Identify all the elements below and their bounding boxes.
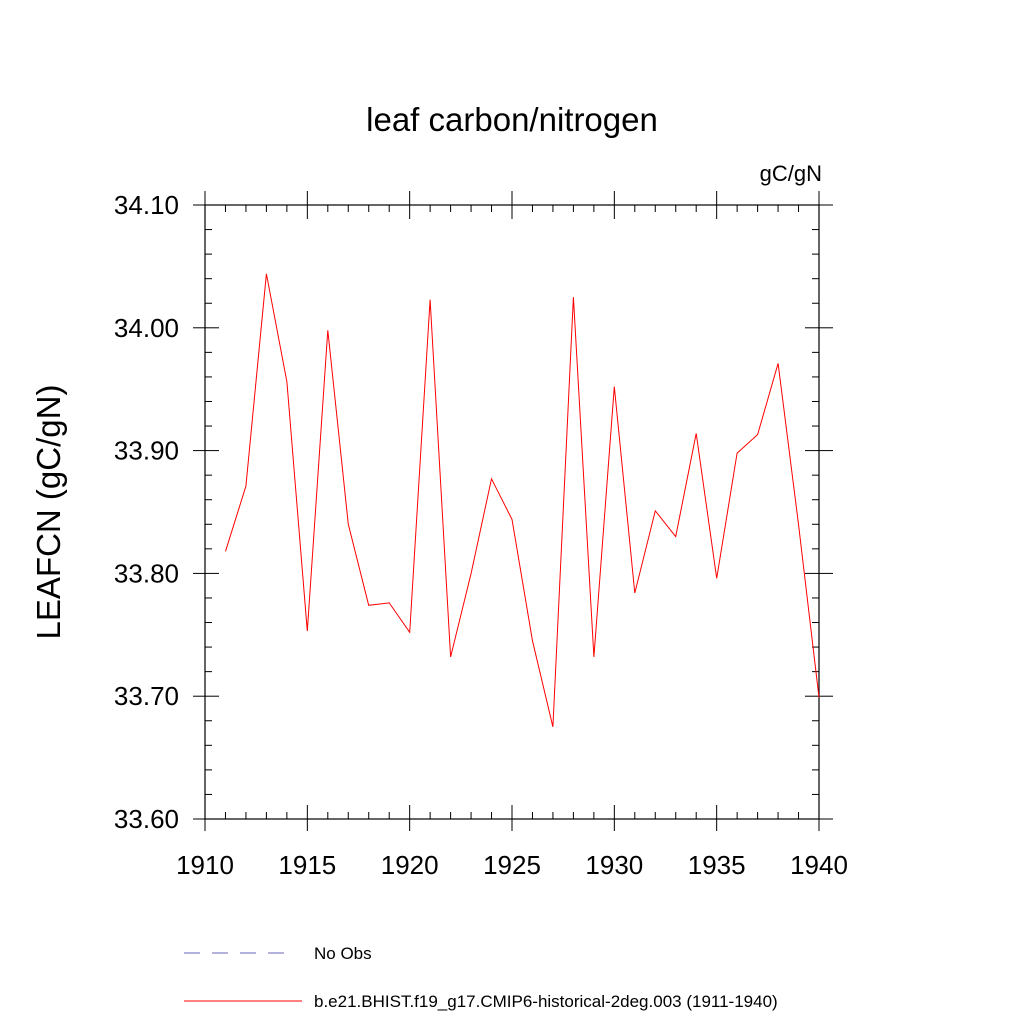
plot-area [225,273,820,728]
legend: No Obs b.e21.BHIST.f19_g17.CMIP6-histori… [184,944,778,1011]
legend-label-no-obs: No Obs [314,944,372,963]
units-label: gC/gN [760,161,822,186]
legend-label-model: b.e21.BHIST.f19_g17.CMIP6-historical-2de… [314,992,778,1011]
x-tick-label: 1935 [688,850,746,880]
y-tick-label: 33.90 [114,436,179,466]
y-tick-label: 33.60 [114,804,179,834]
y-tick-label: 33.70 [114,681,179,711]
y-tick-label: 33.80 [114,558,179,588]
series-line-model [225,273,820,728]
x-tick-label: 1930 [585,850,643,880]
x-tick-label: 1925 [483,850,541,880]
x-axis: 1910 1915 1920 1925 1930 1935 1940 [176,191,848,880]
x-tick-label: 1920 [381,850,439,880]
x-tick-label: 1915 [278,850,336,880]
y-axis-label: LEAFCN (gC/gN) [30,385,67,640]
y-tick-label: 34.10 [114,190,179,220]
y-axis: 33.60 33.70 33.80 33.90 34.00 34.10 [114,190,833,834]
y-tick-label: 34.00 [114,313,179,343]
x-tick-label: 1940 [790,850,848,880]
chart-title: leaf carbon/nitrogen [366,101,658,138]
x-tick-label: 1910 [176,850,234,880]
